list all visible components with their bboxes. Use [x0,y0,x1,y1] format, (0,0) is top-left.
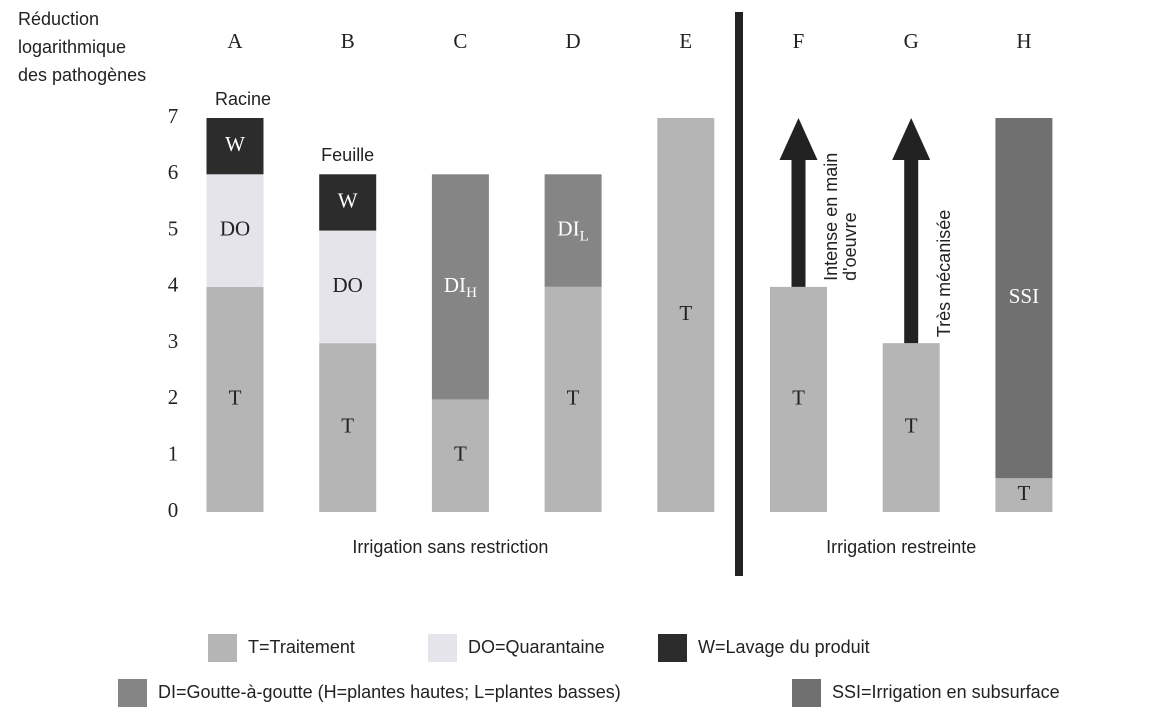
segment-label: T [567,385,580,409]
x-tick-label: G [904,29,919,53]
y-axis-label: des pathogènes [18,65,146,85]
arrow-label: d'oeuvre [840,212,860,280]
segment-label-main: DO [220,216,250,240]
legend-label: W=Lavage du produit [698,637,870,657]
legend-label: DI=Goutte-à-goutte (H=plantes hautes; L=… [158,682,621,702]
segment-label: T [905,413,918,437]
segment-label-main: T [905,413,918,437]
legend-label: T=Traitement [248,637,355,657]
segment-label-main: W [338,188,358,212]
segment-label: DO [333,273,363,297]
legend-label: DO=Quarantaine [468,637,605,657]
segment-label-main: T [567,385,580,409]
bar-segment [544,174,602,287]
bar-segment [206,174,264,287]
arrow-shaft [791,158,806,287]
segment-label-sub: L [580,229,589,245]
y-tick-label: 5 [168,216,179,240]
x-tick-label: E [679,29,692,53]
arrow-label: Très mécanisée [934,210,954,337]
bar-segment [319,230,377,344]
x-tick-label: C [453,29,467,53]
x-tick-label: A [227,29,243,53]
y-tick-label: 4 [168,273,179,297]
bar-segment [206,286,264,512]
segment-label-main: T [229,385,242,409]
segment-label-main: T [679,301,692,325]
segment-label: T [1017,481,1030,505]
bar-segment [770,286,827,512]
segment-label-main: T [454,442,467,466]
segment-label-main: DO [333,273,363,297]
segment-label: W [225,132,245,156]
group-label: Irrigation sans restriction [352,537,548,557]
top-note: Racine [215,89,271,109]
y-tick-label: 2 [168,385,179,409]
segment-label-main: T [792,385,805,409]
legend-swatch [792,679,821,707]
y-tick-label: 7 [168,104,179,128]
arrow-shaft [904,158,919,344]
top-note: Feuille [321,145,374,165]
segment-label-main: T [341,413,354,437]
legend-swatch [118,679,147,707]
segment-label-main: T [1017,481,1030,505]
bar-segment [319,174,377,231]
arrow-head [892,118,931,160]
segment-label-main: SSI [1009,284,1039,308]
segment-label: T [679,301,692,325]
divider [735,12,743,576]
bar-segment [431,174,489,400]
bar-segment [319,343,377,512]
x-tick-label: B [341,29,355,53]
bar-segment [995,118,1053,479]
legend-label: SSI=Irrigation en subsurface [832,682,1060,702]
segment-label-main: W [225,132,245,156]
segment-label: T [454,442,467,466]
legend-swatch [428,634,457,662]
x-tick-label: H [1016,29,1031,53]
y-tick-label: 3 [168,329,179,353]
segment-label: DO [220,216,250,240]
arrow-head [779,118,818,160]
segment-label: DIH [444,273,477,302]
bar-segment [431,399,489,512]
bar-segment [995,478,1053,512]
segment-label: T [229,385,242,409]
y-axis-label: logarithmique [18,37,126,57]
segment-label-main: DI [557,216,579,240]
y-axis-label: Réduction [18,9,99,29]
y-tick-label: 1 [168,442,179,466]
bar-segment [206,118,264,175]
bar-segment [882,343,940,512]
legend-swatch [658,634,687,662]
x-tick-label: F [793,29,805,53]
group-label: Irrigation restreinte [826,537,976,557]
segment-label-main: DI [444,273,466,297]
bar-segment [544,286,602,512]
segment-label: T [341,413,354,437]
segment-label-sub: H [466,285,477,301]
legend-swatch [208,634,237,662]
y-tick-label: 0 [168,498,179,522]
segment-label: W [338,188,358,212]
y-tick-label: 6 [168,160,179,184]
bar-segment [657,118,715,512]
x-tick-label: D [566,29,581,53]
segment-label: SSI [1009,284,1039,308]
arrow-label: Intense en main [821,153,841,281]
segment-label: T [792,385,805,409]
segment-label: DIL [557,216,588,245]
